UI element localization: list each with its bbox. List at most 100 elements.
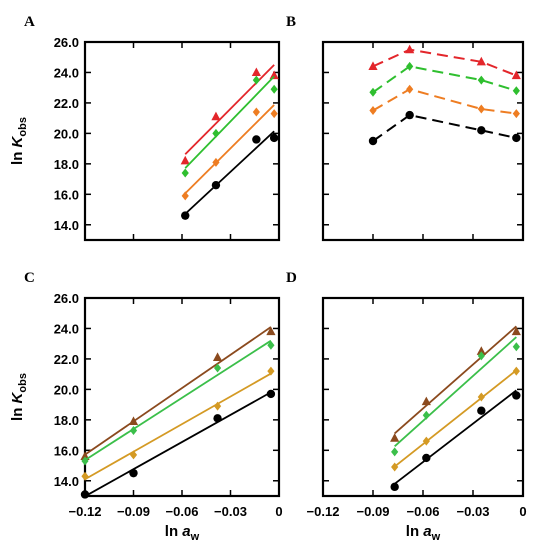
data-point xyxy=(405,110,414,120)
fit-line xyxy=(84,372,272,481)
data-point xyxy=(211,180,221,190)
data-point xyxy=(476,56,486,66)
y-tick-label: 20.0 xyxy=(54,382,79,397)
y-tick-label: 14.0 xyxy=(54,218,79,233)
series-3 xyxy=(181,104,278,201)
x-tick-label: −0.03 xyxy=(214,504,247,519)
data-point xyxy=(129,426,138,436)
data-point xyxy=(180,155,190,165)
fit-line xyxy=(184,104,275,195)
series-4 xyxy=(368,110,521,146)
panel-label-d: D xyxy=(286,270,297,286)
y-tick-label: 24.0 xyxy=(54,65,79,80)
series-1 xyxy=(80,326,276,460)
panel-a: A 14.0 16.0 18.0 20.0 22.0 24.0 26.0 ln Kobs xyxy=(9,14,281,242)
data-point xyxy=(477,126,486,135)
data-point xyxy=(252,135,261,144)
y-tick-label: 22.0 xyxy=(54,96,79,111)
series-4 xyxy=(181,130,279,220)
y-tick-label: 20.0 xyxy=(54,126,79,141)
y-tick-label: 26.0 xyxy=(54,291,79,306)
data-point xyxy=(129,450,138,460)
panel-label-b: B xyxy=(286,14,296,30)
y-tick-label: 18.0 xyxy=(54,157,79,172)
data-point xyxy=(181,191,189,201)
plot-frame xyxy=(83,40,281,242)
data-point xyxy=(81,471,89,481)
data-point xyxy=(512,391,521,400)
y-tick-label: 14.0 xyxy=(54,474,79,489)
data-point xyxy=(477,104,485,114)
y-tick-label: 16.0 xyxy=(54,187,79,202)
x-tick-label: −0.09 xyxy=(357,504,390,519)
panel-b: B xyxy=(286,14,525,242)
plot-frame xyxy=(321,296,525,498)
data-point xyxy=(369,106,377,116)
data-point xyxy=(512,342,520,352)
x-tick-label: −0.09 xyxy=(117,504,150,519)
data-point xyxy=(212,128,220,138)
data-point xyxy=(512,86,520,96)
y-tick-label: 24.0 xyxy=(54,321,79,336)
series-4 xyxy=(390,389,521,492)
data-point xyxy=(267,340,275,350)
data-point xyxy=(129,468,138,478)
data-point xyxy=(512,133,521,143)
data-point xyxy=(391,462,399,472)
fit-line xyxy=(184,75,275,169)
data-point xyxy=(81,456,89,466)
panel-c: C 14.0 16.0 18.0 20.0 22.0 24.0 26.0 −0.12 −0.09 −… xyxy=(9,270,283,543)
data-point xyxy=(390,433,400,442)
y-tick-label: 22.0 xyxy=(54,352,79,367)
y-tick-label: 26.0 xyxy=(54,35,79,50)
data-point xyxy=(269,133,279,143)
data-point xyxy=(270,84,278,94)
y-tick-label: 16.0 xyxy=(54,443,79,458)
x-axis-title: ln aw xyxy=(406,523,441,543)
data-point xyxy=(266,389,276,399)
data-point xyxy=(511,70,521,80)
data-point xyxy=(390,482,399,492)
data-point xyxy=(266,326,276,336)
y-tick-label: 18.0 xyxy=(54,413,79,428)
x-tick-label: −0.12 xyxy=(307,504,340,519)
data-point xyxy=(406,84,414,94)
data-point xyxy=(128,416,139,425)
fit-line xyxy=(84,391,272,498)
data-point xyxy=(422,410,430,420)
data-point xyxy=(422,436,430,446)
data-point xyxy=(269,70,279,80)
series-3 xyxy=(81,366,275,481)
data-point xyxy=(368,136,378,146)
data-point xyxy=(212,352,223,361)
data-point xyxy=(211,111,221,121)
data-point xyxy=(181,211,190,220)
data-point xyxy=(267,366,275,376)
data-point xyxy=(391,447,399,457)
series-3 xyxy=(369,84,520,119)
fit-line xyxy=(394,325,517,435)
data-point xyxy=(477,75,485,85)
data-point xyxy=(80,490,90,499)
panel-label-a: A xyxy=(24,14,35,30)
fit-line xyxy=(394,336,517,447)
data-point xyxy=(476,346,486,355)
fit-line xyxy=(394,369,517,468)
connect-line xyxy=(372,48,517,77)
data-point xyxy=(252,75,260,85)
data-point xyxy=(477,351,485,361)
data-point xyxy=(369,87,377,97)
data-point xyxy=(270,109,278,119)
data-point xyxy=(212,157,220,167)
x-tick-label: 0 xyxy=(275,504,282,519)
series-4 xyxy=(80,389,276,499)
series-2 xyxy=(181,75,278,178)
x-tick-label: −0.12 xyxy=(69,504,102,519)
series-1 xyxy=(368,44,521,80)
data-point xyxy=(213,401,222,411)
x-tick-label: −0.06 xyxy=(166,504,199,519)
data-point xyxy=(405,44,415,54)
data-point xyxy=(477,406,486,415)
fit-line xyxy=(184,64,275,155)
